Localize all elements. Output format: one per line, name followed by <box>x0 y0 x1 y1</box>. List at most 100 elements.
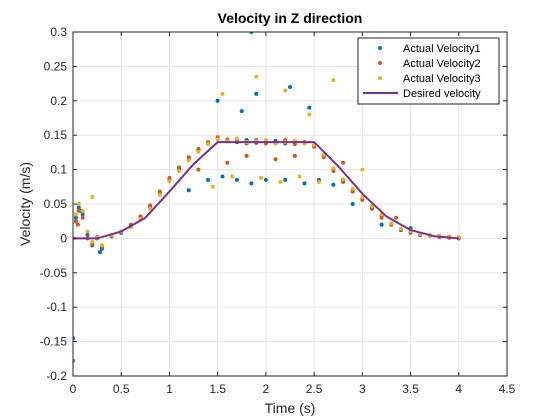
y-tick-label: 0.1 <box>50 163 67 177</box>
data-point-2 <box>196 167 201 172</box>
data-point-1 <box>283 177 288 182</box>
x-tick-label: 4 <box>455 382 462 396</box>
x-tick-label: 1.5 <box>209 382 226 396</box>
data-point-3 <box>73 212 78 217</box>
data-point-2 <box>341 160 346 165</box>
data-point-3 <box>398 226 403 231</box>
data-point-2 <box>167 175 172 180</box>
data-point-3 <box>254 74 259 79</box>
grid-lines <box>72 31 508 377</box>
data-point-2 <box>341 179 346 184</box>
data-point-3 <box>307 112 312 117</box>
data-point-1 <box>73 215 78 220</box>
legend-marker-swatch <box>378 46 382 50</box>
data-point-1 <box>206 177 211 182</box>
data-point-1 <box>220 174 225 179</box>
data-point-1 <box>80 212 85 217</box>
legend: Actual Velocity1 Actual Velocity2 Actual V… <box>357 37 500 105</box>
data-point-3 <box>196 149 201 154</box>
data-point-3 <box>90 195 95 200</box>
data-point-3 <box>341 177 346 182</box>
data-point-2 <box>80 215 85 220</box>
legend-marker-swatch <box>378 61 382 65</box>
data-point-3 <box>259 175 264 180</box>
y-tick-label: -0.1 <box>46 300 67 314</box>
data-point-2 <box>148 203 153 208</box>
x-tick-label: 0.5 <box>113 382 130 396</box>
data-point-3 <box>215 137 220 142</box>
data-point-2 <box>75 222 80 227</box>
data-point-3 <box>234 136 239 141</box>
data-point-3 <box>263 138 268 143</box>
data-point-2 <box>292 153 297 158</box>
y-tick-label: 0.25 <box>44 59 68 73</box>
data-point-2 <box>273 157 278 162</box>
data-point-3 <box>157 193 162 198</box>
data-point-2 <box>350 189 355 194</box>
data-point-3 <box>90 239 95 244</box>
axis-ticks: 0 0.5 1 1.5 2 2.5 3 3.5 4 4.5 -0.2 -0.15 -0.1 -0.05 0 0… <box>40 25 516 396</box>
data-point-3 <box>220 91 225 96</box>
legend-entry-label: Actual Velocity1 <box>403 43 481 55</box>
data-point-3 <box>76 202 81 206</box>
legend-entry-label: Actual Velocity2 <box>403 58 481 70</box>
data-point-3 <box>389 221 394 226</box>
data-point-1 <box>379 222 384 227</box>
data-point-1 <box>249 181 254 186</box>
y-tick-label: -0.05 <box>40 266 68 280</box>
data-point-3 <box>360 167 365 172</box>
x-tick-label: 4.5 <box>499 382 516 396</box>
legend-marker-swatch <box>378 76 382 80</box>
x-tick-label: 3 <box>359 382 366 396</box>
data-point-1 <box>186 188 191 193</box>
data-point-1 <box>302 181 307 186</box>
data-point-2 <box>138 214 143 219</box>
data-point-2 <box>76 208 81 213</box>
x-tick-label: 3.5 <box>402 382 419 396</box>
data-point-2 <box>360 197 365 202</box>
data-point-3 <box>148 206 153 211</box>
data-point-1 <box>215 98 220 103</box>
data-point-2 <box>394 215 399 220</box>
data-point-2 <box>369 206 374 211</box>
y-tick-label: 0 <box>60 231 67 245</box>
data-point-1 <box>85 232 90 237</box>
data-point-3 <box>360 195 365 200</box>
y-tick-label: 0.05 <box>44 197 68 211</box>
data-point-1 <box>288 85 292 90</box>
data-point-2 <box>157 189 162 194</box>
desired-velocity-line <box>73 141 459 240</box>
data-point-3 <box>210 184 215 189</box>
legend-entry-label: Actual Velocity3 <box>403 73 481 85</box>
data-marks <box>73 32 461 363</box>
data-point-3 <box>99 243 104 248</box>
data-point-3 <box>316 179 321 184</box>
data-point-1 <box>239 109 244 114</box>
data-point-3 <box>206 142 211 147</box>
data-point-1 <box>331 182 336 187</box>
chart-title: Velocity in Z direction <box>218 10 363 26</box>
data-point-1 <box>254 91 259 96</box>
data-point-3 <box>80 208 85 213</box>
data-point-3 <box>167 179 172 184</box>
data-point-3 <box>350 186 355 191</box>
data-point-2 <box>73 219 78 224</box>
data-point-2 <box>292 142 297 147</box>
data-point-2 <box>379 215 384 220</box>
legend-entry-label: Desired velocity <box>403 88 481 100</box>
y-tick-label: -0.2 <box>46 369 67 383</box>
data-point-1 <box>234 177 239 182</box>
data-point-3 <box>230 174 235 179</box>
data-point-1 <box>76 205 81 210</box>
data-point-2 <box>331 168 336 173</box>
data-point-3 <box>331 78 336 83</box>
y-tick-label: 0.2 <box>50 94 67 108</box>
data-point-3 <box>331 166 336 171</box>
x-tick-label: 2.5 <box>306 382 323 396</box>
data-point-1 <box>263 177 268 182</box>
data-point-1 <box>307 105 312 110</box>
data-point-3 <box>278 179 283 184</box>
data-point-2 <box>196 146 201 151</box>
data-point-3 <box>177 168 182 173</box>
data-point-1 <box>350 202 355 206</box>
